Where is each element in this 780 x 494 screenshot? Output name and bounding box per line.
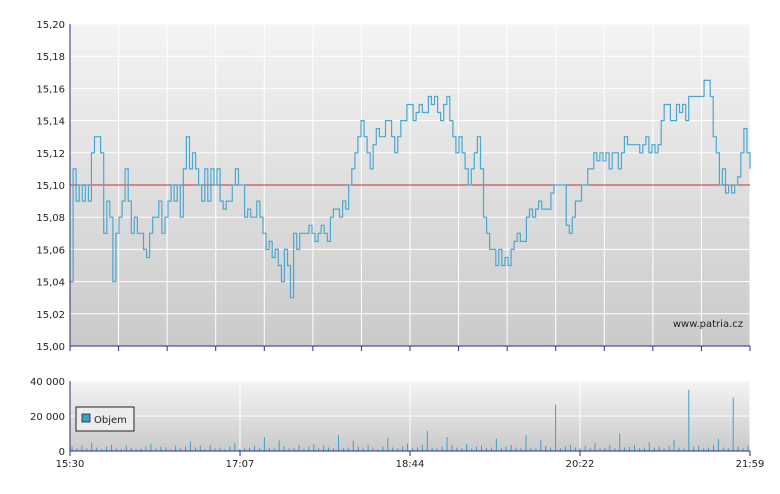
price-y-tick-label: 15,12 (36, 149, 65, 160)
price-panel: 15,20 15,18 15,16 15,14 15,12 15,10 15,08 15,06… (36, 20, 751, 353)
x-tick-label: 17:07 (226, 459, 255, 470)
x-tick-label: 21:59 (736, 459, 765, 470)
volume-y-tick-label: 40 000 (30, 377, 65, 388)
x-tick-label: 18:44 (396, 459, 425, 470)
price-y-tick-label: 15,16 (36, 84, 65, 95)
watermark: www.patria.cz (673, 319, 743, 330)
price-y-tick-label: 15,08 (36, 213, 65, 224)
price-y-tick-label: 15,06 (36, 245, 65, 256)
volume-legend: Objem (75, 406, 135, 432)
price-y-tick-label: 15,18 (36, 52, 65, 63)
volume-y-tick-label: 20 000 (30, 412, 65, 423)
price-y-tick-label: 15,04 (36, 278, 65, 289)
x-tick-label: 20:22 (566, 459, 595, 470)
x-tick-label: 15:30 (56, 459, 85, 470)
legend-swatch (81, 413, 91, 423)
volume-y-tick-label: 0 (59, 447, 65, 458)
price-y-tick-label: 15,20 (36, 20, 65, 31)
price-y-tick-label: 15,14 (36, 117, 65, 128)
price-y-tick-label: 15,00 (36, 342, 65, 353)
volume-panel: 40 000 20 000 015:30 17:07 18:44 20:22 21:59 Ob… (30, 377, 764, 470)
price-y-tick-label: 15,10 (36, 181, 65, 192)
legend-label: Objem (94, 415, 127, 426)
price-series-line (70, 79, 751, 299)
price-y-tick-label: 15,02 (36, 310, 65, 321)
